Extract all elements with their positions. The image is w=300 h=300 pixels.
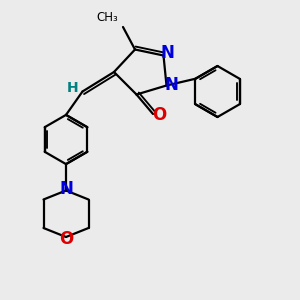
Text: O: O bbox=[59, 230, 73, 247]
Text: N: N bbox=[59, 180, 73, 198]
Text: CH₃: CH₃ bbox=[97, 11, 119, 24]
Text: O: O bbox=[152, 106, 166, 124]
Text: N: N bbox=[160, 44, 174, 62]
Text: H: H bbox=[67, 81, 79, 95]
Text: N: N bbox=[165, 76, 179, 94]
